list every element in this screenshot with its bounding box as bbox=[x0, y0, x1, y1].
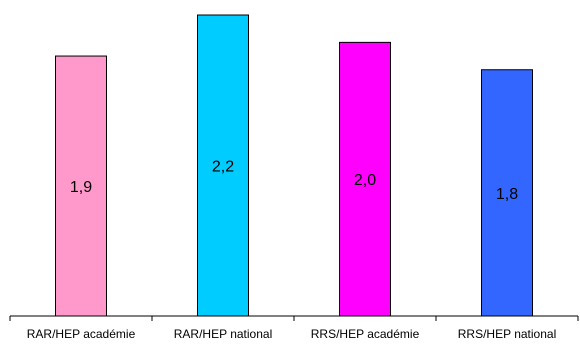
x-tick-label: RRS/HEP national bbox=[458, 327, 557, 341]
bar-value-label: 1,9 bbox=[70, 179, 92, 196]
bar bbox=[481, 69, 533, 317]
bar bbox=[339, 41, 391, 317]
bar bbox=[55, 55, 107, 317]
bar-value-label: 2,2 bbox=[212, 159, 234, 176]
bar-value-label: 1,8 bbox=[496, 186, 518, 203]
x-tick-label: RAR/HEP académie bbox=[27, 327, 136, 341]
x-tick-label: RRS/HEP académie bbox=[311, 327, 420, 341]
bars-layer bbox=[55, 14, 533, 317]
value-labels-layer: 1,9 2,2 2,0 1,8 bbox=[70, 159, 518, 203]
bar-value-label: 2,0 bbox=[354, 172, 376, 189]
x-tick-label: RAR/HEP national bbox=[174, 327, 273, 341]
bar bbox=[197, 14, 249, 317]
x-axis: RAR/HEP académie RAR/HEP national RRS/HEP … bbox=[9, 315, 579, 341]
